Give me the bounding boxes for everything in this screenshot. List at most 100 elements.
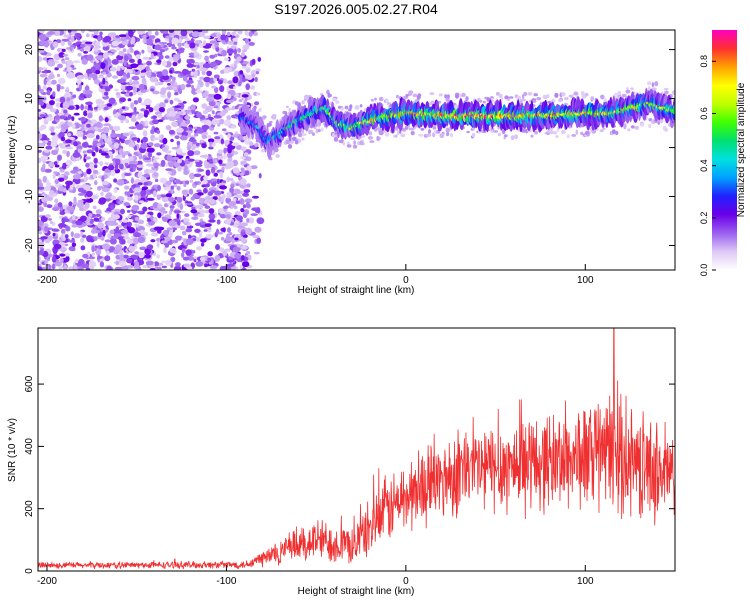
noise-blob bbox=[172, 76, 176, 82]
halo-blob bbox=[657, 121, 661, 125]
noise-blob bbox=[122, 158, 131, 166]
noise-blob bbox=[222, 194, 226, 199]
halo-blob bbox=[318, 121, 322, 127]
noise-blob bbox=[114, 88, 119, 92]
noise-blob bbox=[95, 134, 100, 140]
noise-blob bbox=[234, 252, 242, 259]
noise-blob bbox=[117, 236, 126, 241]
noise-blob bbox=[160, 234, 164, 240]
noise-blob bbox=[165, 168, 172, 172]
noise-blob bbox=[100, 62, 106, 70]
noise-blob bbox=[128, 126, 137, 130]
noise-blob bbox=[162, 217, 169, 222]
noise-blob bbox=[145, 65, 150, 72]
noise-blob bbox=[134, 244, 138, 250]
noise-blob bbox=[39, 88, 44, 94]
noise-blob bbox=[209, 141, 213, 148]
noise-blob bbox=[215, 33, 222, 37]
noise-blob bbox=[102, 71, 107, 75]
halo-blob bbox=[378, 131, 384, 136]
noise-blob bbox=[251, 207, 259, 211]
noise-blob bbox=[52, 91, 56, 97]
halo-blob bbox=[359, 140, 364, 146]
noise-blob bbox=[174, 81, 178, 86]
halo-blob bbox=[420, 127, 425, 131]
noise-blob bbox=[137, 171, 143, 179]
noise-blob bbox=[134, 194, 139, 201]
noise-blob bbox=[246, 74, 253, 81]
noise-blob bbox=[137, 64, 146, 70]
noise-blob bbox=[245, 83, 250, 91]
halo-blob bbox=[238, 99, 243, 102]
noise-blob bbox=[93, 236, 98, 242]
noise-blob bbox=[103, 35, 112, 42]
halo-blob bbox=[439, 133, 445, 138]
halo-blob bbox=[269, 121, 273, 124]
noise-blob bbox=[79, 43, 85, 48]
noise-blob bbox=[58, 174, 64, 178]
halo-blob bbox=[531, 100, 537, 103]
noise-blob bbox=[146, 197, 155, 201]
noise-blob bbox=[219, 185, 227, 190]
halo-blob bbox=[349, 104, 353, 110]
noise-blob bbox=[133, 106, 137, 112]
noise-blob bbox=[55, 126, 62, 129]
noise-blob bbox=[107, 32, 116, 38]
noise-blob bbox=[162, 60, 168, 67]
noise-blob bbox=[60, 136, 66, 142]
noise-blob bbox=[189, 172, 195, 180]
noise-blob bbox=[249, 85, 256, 90]
noise-blob bbox=[213, 115, 222, 119]
noise-blob bbox=[201, 103, 208, 109]
noise-blob bbox=[182, 256, 190, 261]
noise-blob bbox=[197, 213, 205, 218]
halo-blob bbox=[471, 133, 476, 138]
noise-blob bbox=[232, 167, 240, 174]
noise-blob bbox=[174, 135, 180, 140]
noise-blob bbox=[225, 164, 229, 170]
noise-blob bbox=[196, 142, 200, 147]
noise-blob bbox=[108, 125, 113, 129]
noise-blob bbox=[222, 227, 226, 233]
noise-blob bbox=[207, 93, 215, 98]
noise-blob bbox=[203, 263, 209, 268]
noise-blob bbox=[88, 213, 93, 218]
noise-blob bbox=[167, 171, 173, 175]
noise-blob bbox=[109, 238, 117, 245]
noise-blob bbox=[62, 149, 68, 155]
noise-blob bbox=[168, 129, 175, 135]
noise-blob bbox=[217, 155, 222, 160]
noise-blob bbox=[133, 151, 138, 156]
noise-blob bbox=[86, 149, 94, 154]
noise-blob bbox=[46, 78, 49, 82]
noise-blob bbox=[239, 172, 245, 176]
noise-blob bbox=[82, 135, 87, 140]
noise-blob bbox=[73, 60, 81, 64]
noise-blob bbox=[201, 184, 206, 188]
noise-blob bbox=[244, 30, 248, 36]
noise-blob bbox=[130, 177, 134, 184]
noise-blob bbox=[97, 128, 103, 133]
noise-blob bbox=[232, 97, 237, 102]
noise-blob bbox=[54, 179, 59, 185]
noise-blob bbox=[179, 225, 186, 231]
halo-blob bbox=[527, 92, 533, 96]
noise-blob bbox=[84, 156, 92, 160]
halo-blob bbox=[327, 92, 331, 98]
noise-blob bbox=[122, 48, 127, 53]
noise-blob bbox=[159, 52, 163, 56]
noise-blob bbox=[107, 136, 112, 143]
noise-blob bbox=[215, 229, 220, 235]
noise-blob bbox=[76, 78, 82, 85]
noise-blob bbox=[182, 68, 188, 76]
noise-blob bbox=[154, 38, 161, 44]
noise-blob bbox=[177, 159, 182, 164]
noise-blob bbox=[42, 163, 46, 169]
noise-blob bbox=[163, 247, 167, 254]
noise-blob bbox=[233, 197, 237, 201]
noise-blob bbox=[80, 245, 86, 251]
noise-blob bbox=[100, 133, 107, 140]
noise-blob bbox=[83, 153, 88, 157]
noise-blob bbox=[244, 38, 249, 44]
noise-blob bbox=[188, 112, 192, 115]
